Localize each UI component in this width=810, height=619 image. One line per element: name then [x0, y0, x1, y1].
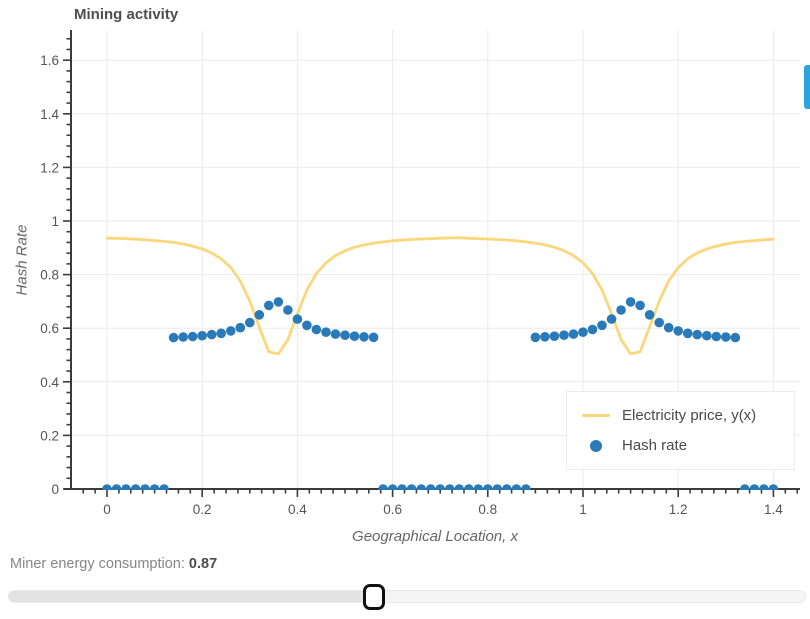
tick-labels: 0 0.2 0.4 0.6 0.8 1 1.2 1.4 0 0.2 0.4 0.6 0.8 1 1.2 1.4…: [40, 53, 783, 517]
svg-text:0: 0: [103, 502, 111, 517]
plot-canvas: 0 0.2 0.4 0.6 0.8 1 1.2 1.4 0 0.2 0.4 0.6 0.8 1 1.2 1.4…: [40, 30, 800, 517]
svg-text:0.8: 0.8: [478, 502, 497, 517]
svg-text:0.6: 0.6: [383, 502, 402, 517]
chart-title: Mining activity: [74, 6, 179, 23]
svg-text:1.4: 1.4: [40, 107, 59, 122]
legend-label: Hash rate: [622, 437, 688, 454]
scrollbar-thumb[interactable]: [804, 65, 810, 109]
svg-text:1.6: 1.6: [40, 53, 59, 68]
energy-slider-thumb[interactable]: [363, 584, 386, 610]
legend-line-swatch: [582, 414, 610, 417]
energy-slider-fill: [9, 591, 376, 602]
gridlines: [71, 30, 800, 489]
svg-text:0.4: 0.4: [288, 502, 307, 517]
slider-caption-text: Miner energy consumption:: [10, 556, 189, 572]
y-axis-title: Hash Rate: [13, 224, 31, 296]
svg-text:1: 1: [51, 214, 59, 229]
electricity-price-line: [105, 236, 775, 356]
svg-text:1: 1: [579, 502, 587, 517]
svg-text:0.2: 0.2: [40, 428, 59, 443]
legend-label: Electricity price, y(x): [622, 407, 757, 424]
slider-caption: Miner energy consumption: 0.87: [10, 556, 217, 572]
legend-dot-swatch: [590, 439, 602, 452]
legend-item-electricity-price: Electricity price, y(x): [582, 407, 794, 424]
legend-item-hash-rate: Hash rate: [582, 437, 794, 454]
svg-text:0.2: 0.2: [193, 502, 212, 517]
svg-text:1.4: 1.4: [764, 502, 783, 517]
svg-text:0: 0: [51, 482, 59, 497]
legend: Electricity price, y(x) Hash rate: [566, 391, 795, 470]
slider-caption-value: 0.87: [188, 556, 218, 572]
x-axis-title: Geographical Location, x: [352, 528, 518, 545]
hash-rate-dots: [102, 297, 779, 490]
svg-text:0.8: 0.8: [40, 268, 59, 283]
svg-text:1.2: 1.2: [40, 160, 59, 175]
svg-text:1.2: 1.2: [669, 502, 688, 517]
svg-text:0.6: 0.6: [40, 321, 59, 336]
axis-ticks: [63, 37, 799, 497]
svg-text:0.4: 0.4: [40, 375, 59, 390]
mining-activity-chart: 0 0.2 0.4 0.6 0.8 1 1.2 1.4 0 0.2 0.4 0.6 0.8 1 1.2 1.4…: [13, 6, 800, 545]
energy-slider-track[interactable]: [8, 590, 806, 603]
